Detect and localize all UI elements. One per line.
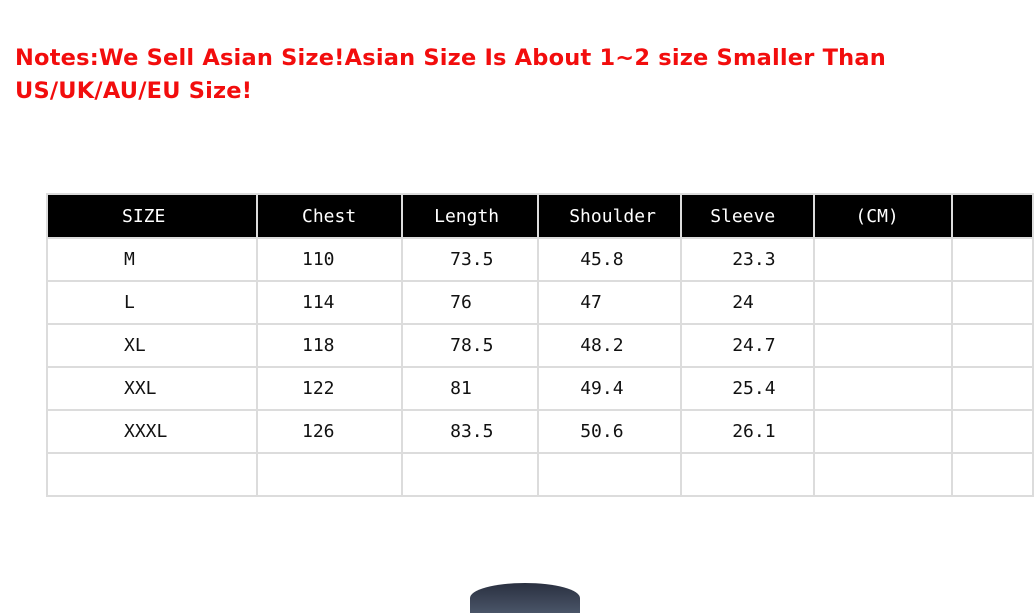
table-cell: 114 [255, 280, 404, 325]
size-chart-table: SIZE Chest Length Shoulder Sleeve (CM) M 110 73… [46, 193, 1034, 497]
table-cell [950, 323, 1034, 368]
table-cell: 126 [255, 409, 404, 454]
table-cell: 83.5 [401, 409, 540, 454]
table-cell [813, 366, 953, 411]
table-row: XXXL 126 83.5 50.6 26.1 [46, 409, 1034, 454]
table-cell: XXXL [46, 409, 258, 454]
column-header: Shoulder [537, 193, 683, 239]
table-cell: 23.3 [680, 237, 816, 282]
table-header-row: SIZE Chest Length Shoulder Sleeve (CM) [46, 193, 1034, 239]
table-cell: 24.7 [680, 323, 816, 368]
table-cell: 73.5 [401, 237, 540, 282]
table-cell: 110 [255, 237, 404, 282]
table-cell [46, 452, 258, 497]
table-cell [950, 366, 1034, 411]
table-cell [255, 452, 404, 497]
table-cell: 25.4 [680, 366, 816, 411]
table-cell: L [46, 280, 258, 325]
table-cell: M [46, 237, 258, 282]
table-row [46, 452, 1034, 497]
table-cell [950, 280, 1034, 325]
table-row: XXL 122 81 49.4 25.4 [46, 366, 1034, 411]
table-cell [950, 237, 1034, 282]
table-cell: XXL [46, 366, 258, 411]
table-cell: 50.6 [537, 409, 683, 454]
product-image-fragment [470, 583, 580, 613]
table-cell: 118 [255, 323, 404, 368]
table-cell: 81 [401, 366, 540, 411]
table-cell: 49.4 [537, 366, 683, 411]
table-cell [401, 452, 540, 497]
table-row: XL 118 78.5 48.2 24.7 [46, 323, 1034, 368]
table-row: M 110 73.5 45.8 23.3 [46, 237, 1034, 282]
table-cell [813, 409, 953, 454]
table-cell: 76 [401, 280, 540, 325]
table-cell [813, 452, 953, 497]
column-header: SIZE [46, 193, 258, 239]
table-cell: 45.8 [537, 237, 683, 282]
table-row: L 114 76 47 24 [46, 280, 1034, 325]
column-header: (CM) [813, 193, 953, 239]
table-cell [950, 409, 1034, 454]
table-cell: 48.2 [537, 323, 683, 368]
table-cell [813, 237, 953, 282]
table-cell: 24 [680, 280, 816, 325]
column-header: Chest [255, 193, 404, 239]
table-cell: 78.5 [401, 323, 540, 368]
column-header: Sleeve [680, 193, 816, 239]
table-cell: XL [46, 323, 258, 368]
column-header: Length [401, 193, 540, 239]
table-cell: 26.1 [680, 409, 816, 454]
table-cell [813, 280, 953, 325]
table-cell: 122 [255, 366, 404, 411]
column-header [950, 193, 1034, 239]
table-cell [680, 452, 816, 497]
table-cell [813, 323, 953, 368]
size-notes: Notes:We Sell Asian Size!Asian Size Is A… [15, 45, 886, 104]
table-cell [537, 452, 683, 497]
table-cell: 47 [537, 280, 683, 325]
table-cell [950, 452, 1034, 497]
